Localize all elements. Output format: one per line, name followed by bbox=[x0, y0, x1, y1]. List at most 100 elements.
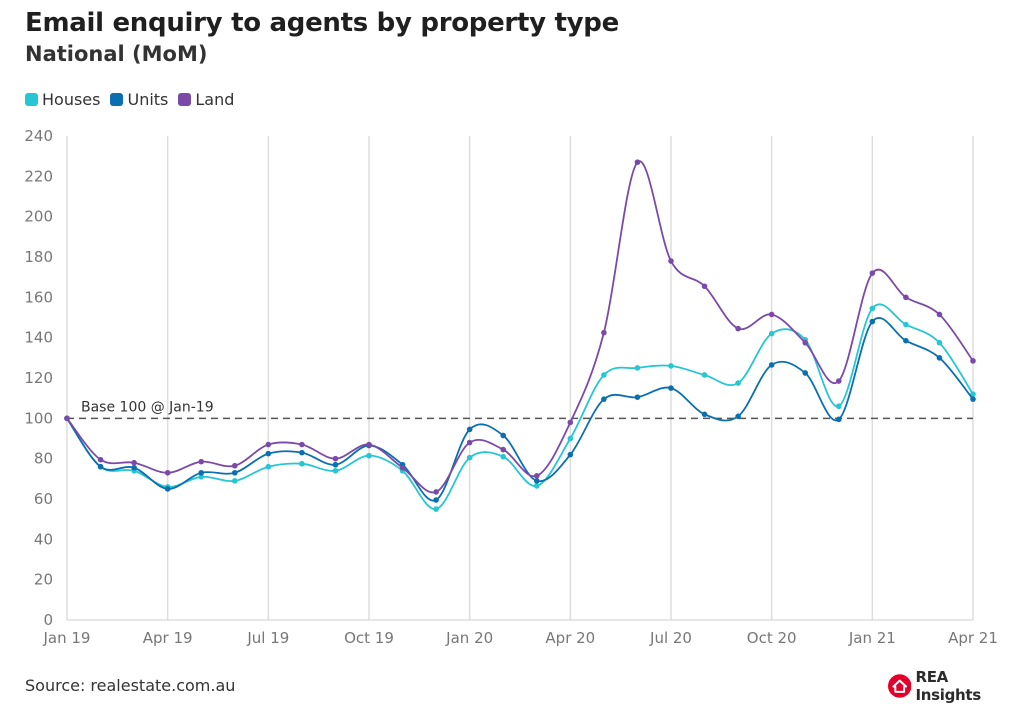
legend: Houses Units Land bbox=[25, 90, 234, 109]
data-point-land bbox=[131, 459, 137, 466]
data-point-houses bbox=[332, 467, 339, 474]
y-tick-label: 120 bbox=[24, 369, 53, 387]
data-point-units bbox=[231, 469, 238, 476]
data-point-land bbox=[567, 419, 574, 426]
source-note: Source: realestate.com.au bbox=[25, 676, 236, 695]
y-tick-label: 0 bbox=[43, 611, 53, 629]
data-point-land bbox=[735, 325, 741, 332]
data-point-houses bbox=[265, 463, 272, 470]
data-point-houses bbox=[533, 483, 540, 489]
data-point-land bbox=[533, 473, 540, 479]
x-tick-label: Oct 20 bbox=[747, 629, 797, 647]
data-point-land bbox=[903, 294, 909, 301]
data-point-land bbox=[869, 270, 876, 276]
x-tick-label: Apr 21 bbox=[948, 629, 998, 647]
series-line-land bbox=[66, 160, 974, 494]
data-point-land bbox=[64, 415, 70, 422]
data-point-houses bbox=[198, 474, 205, 480]
logo-text: REA Insights bbox=[915, 668, 981, 704]
data-point-houses bbox=[869, 305, 876, 312]
data-point-units bbox=[869, 318, 876, 325]
data-point-units bbox=[802, 370, 809, 376]
data-point-units bbox=[835, 416, 842, 423]
data-point-houses bbox=[903, 321, 909, 328]
data-point-units bbox=[735, 413, 741, 420]
legend-swatch-land bbox=[178, 93, 192, 106]
data-point-units bbox=[500, 432, 507, 439]
data-point-units bbox=[164, 486, 171, 492]
data-point-land bbox=[802, 339, 809, 346]
chart-subtitle: National (MoM) bbox=[25, 42, 208, 66]
y-tick-label: 180 bbox=[24, 248, 53, 266]
data-point-houses bbox=[433, 506, 439, 512]
data-point-land bbox=[936, 311, 943, 318]
rea-insights-logo: REA Insights bbox=[888, 668, 1016, 704]
data-point-land bbox=[634, 159, 641, 166]
y-tick-label: 160 bbox=[24, 288, 53, 306]
data-point-houses bbox=[634, 365, 641, 371]
y-tick-label: 140 bbox=[24, 329, 53, 347]
baseline-label: Base 100 @ Jan-19 bbox=[81, 399, 214, 415]
data-point-units bbox=[533, 478, 540, 484]
chart-title: Email enquiry to agents by property type bbox=[25, 8, 619, 38]
data-point-units bbox=[433, 497, 439, 503]
data-point-units bbox=[970, 396, 976, 402]
data-point-units bbox=[131, 464, 137, 471]
x-tick-label: Apr 20 bbox=[545, 629, 595, 647]
data-point-houses bbox=[601, 372, 607, 378]
x-tick-label: Oct 19 bbox=[344, 629, 394, 647]
data-point-houses bbox=[668, 363, 674, 369]
data-point-units bbox=[634, 394, 641, 400]
y-tick-label: 200 bbox=[24, 208, 53, 226]
x-tick-label: Jul 19 bbox=[246, 629, 289, 647]
series-line-houses bbox=[66, 303, 974, 510]
data-point-houses bbox=[701, 372, 708, 378]
data-point-land bbox=[466, 439, 473, 446]
data-point-land bbox=[399, 464, 406, 471]
data-point-units bbox=[299, 449, 305, 456]
data-point-land bbox=[668, 258, 674, 264]
legend-item-units[interactable]: Units bbox=[110, 90, 168, 109]
data-point-units bbox=[332, 461, 339, 468]
data-point-land bbox=[299, 441, 305, 448]
data-point-units bbox=[936, 355, 943, 361]
data-point-units bbox=[601, 396, 607, 402]
data-point-units bbox=[668, 385, 674, 391]
data-point-houses bbox=[231, 478, 238, 484]
data-point-houses bbox=[735, 380, 741, 386]
y-tick-label: 80 bbox=[34, 450, 53, 468]
y-tick-label: 60 bbox=[34, 490, 53, 508]
data-point-land bbox=[835, 378, 842, 384]
data-point-land bbox=[768, 311, 775, 318]
x-tick-label: Jan 20 bbox=[445, 629, 493, 647]
data-point-land bbox=[231, 462, 238, 469]
y-tick-label: 220 bbox=[24, 167, 53, 185]
legend-swatch-units bbox=[110, 93, 124, 106]
data-point-land bbox=[332, 455, 339, 462]
data-point-land bbox=[97, 456, 104, 463]
data-point-houses bbox=[835, 403, 842, 410]
y-tick-label: 20 bbox=[34, 571, 53, 589]
data-point-land bbox=[366, 441, 372, 448]
data-point-houses bbox=[970, 391, 976, 397]
data-point-houses bbox=[299, 460, 305, 467]
data-point-land bbox=[164, 469, 171, 476]
y-tick-label: 40 bbox=[34, 530, 53, 548]
data-point-houses bbox=[466, 454, 473, 461]
data-point-houses bbox=[500, 453, 507, 460]
legend-item-land[interactable]: Land bbox=[178, 90, 234, 109]
data-point-units bbox=[466, 426, 473, 433]
y-tick-label: 100 bbox=[24, 409, 53, 427]
rea-house-icon bbox=[888, 674, 912, 698]
data-point-units bbox=[903, 337, 909, 344]
legend-item-houses[interactable]: Houses bbox=[25, 90, 100, 109]
data-point-land bbox=[265, 441, 272, 448]
legend-label-land: Land bbox=[195, 90, 235, 109]
x-tick-label: Jan 19 bbox=[43, 629, 91, 647]
data-point-houses bbox=[768, 330, 775, 337]
y-tick-label: 240 bbox=[24, 127, 53, 145]
data-point-units bbox=[97, 463, 104, 470]
x-tick-label: Jan 21 bbox=[848, 629, 896, 647]
x-tick-label: Apr 19 bbox=[143, 629, 193, 647]
